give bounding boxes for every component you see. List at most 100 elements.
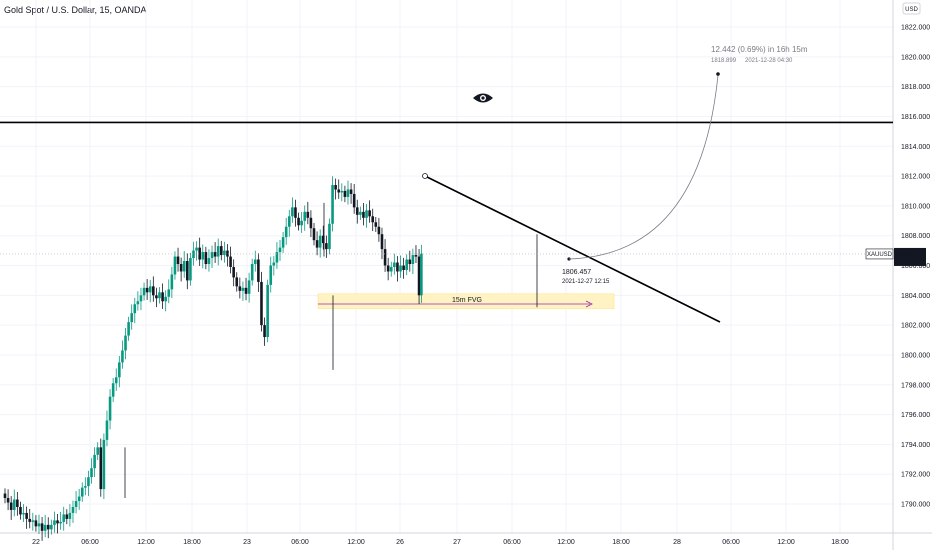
candle-body	[380, 234, 384, 250]
candle-body	[253, 259, 257, 265]
candle-body	[12, 499, 16, 510]
candle-body	[291, 207, 294, 217]
candle-body	[148, 286, 152, 293]
currency-box[interactable]	[902, 2, 921, 15]
candle-body	[334, 185, 337, 190]
y-tick-label: 1790.000	[901, 502, 930, 509]
y-tick-label: 1800.000	[901, 352, 930, 359]
candle-body	[352, 193, 356, 208]
candle-body	[325, 243, 328, 250]
candle-body	[37, 523, 41, 527]
candle-body	[93, 454, 96, 469]
trendline-anchor[interactable]	[422, 173, 428, 179]
candle-body	[102, 439, 106, 490]
candle-body	[235, 277, 239, 287]
x-tick-label: 12:00	[557, 539, 575, 546]
candle-body	[90, 468, 93, 478]
candle-body	[257, 259, 260, 282]
last-price-tag	[894, 247, 926, 266]
candle-body	[303, 211, 307, 221]
fvg-label: 15m FVG	[452, 297, 482, 304]
candle-body	[294, 207, 297, 218]
candle-body	[340, 190, 344, 193]
candle-body	[152, 286, 155, 296]
x-tick-label: 18:00	[183, 539, 201, 546]
candle-body	[31, 520, 35, 522]
candle-body	[371, 216, 375, 223]
candle-body	[337, 189, 341, 193]
candle-body	[161, 292, 164, 302]
candle-body	[349, 189, 353, 194]
candle-body	[238, 286, 242, 291]
candle-body	[111, 383, 115, 397]
candle-body	[359, 211, 362, 215]
symbol-label: XAUUSD	[867, 252, 893, 258]
x-tick-label: 18:00	[612, 539, 630, 546]
x-tick-label: 12:00	[137, 539, 155, 546]
chart-title: Gold Spot / U.S. Dollar, 15, OANDA	[4, 5, 147, 15]
candle-body	[318, 235, 322, 248]
candle-body	[130, 313, 133, 323]
currency-label: USD	[905, 7, 918, 13]
candle-body	[417, 256, 421, 296]
candle-body	[108, 396, 112, 421]
candle-body	[74, 501, 78, 507]
candle-body	[405, 259, 408, 270]
candle-body	[229, 256, 232, 267]
candle-body	[201, 252, 205, 260]
candle-body	[189, 258, 192, 281]
candle-body	[204, 252, 208, 265]
candle-body	[22, 512, 25, 515]
x-tick-label: 06:00	[81, 539, 99, 546]
candle-body	[346, 189, 350, 197]
candle-body	[6, 498, 10, 503]
candle-body	[127, 322, 130, 336]
candle-body	[355, 207, 359, 215]
x-tick-label: 28	[673, 539, 681, 546]
candle-body	[312, 228, 316, 241]
candle-body	[16, 499, 19, 507]
x-tick-label: 06:00	[503, 539, 521, 546]
candle-body	[411, 255, 415, 265]
candle-body	[40, 523, 44, 531]
projection-price-label: 1818.899	[711, 58, 737, 64]
projection-curve[interactable]	[568, 74, 719, 260]
candle-body	[198, 247, 201, 260]
candle-body	[96, 447, 99, 455]
candle-body	[306, 211, 310, 218]
candle-body	[408, 259, 412, 265]
y-tick-label: 1808.000	[901, 233, 930, 240]
candle-body	[328, 223, 331, 250]
candle-body	[331, 185, 334, 224]
last-price-label: 1806.775	[895, 250, 924, 257]
candle-body	[136, 301, 140, 305]
y-tick-label: 1810.000	[901, 203, 930, 210]
candle-body	[77, 496, 81, 502]
fvg-zone[interactable]	[317, 293, 615, 310]
candle-body	[396, 262, 399, 272]
candle-body	[260, 281, 263, 326]
candle-body	[275, 252, 279, 263]
candle-body	[3, 493, 7, 499]
candle-body	[389, 266, 393, 272]
candle-body	[114, 377, 118, 384]
y-tick-label: 1806.000	[901, 263, 930, 270]
candle-body	[343, 190, 347, 197]
y-tick-label: 1794.000	[901, 442, 930, 449]
candle-body	[192, 250, 195, 259]
y-tick-label: 1798.000	[901, 382, 930, 389]
candle-body	[368, 210, 371, 217]
candle-body	[272, 262, 276, 266]
candle-body	[269, 265, 273, 285]
candle-body	[167, 289, 171, 297]
symbol-tag	[865, 248, 894, 260]
y-tick-label: 1802.000	[901, 323, 930, 330]
candle-body	[53, 520, 56, 525]
candle-body	[176, 256, 180, 265]
candle-body	[207, 258, 211, 265]
trendline[interactable]	[424, 175, 721, 323]
candle-body	[223, 250, 226, 256]
candle-body	[244, 287, 248, 294]
candle-body	[386, 265, 390, 272]
